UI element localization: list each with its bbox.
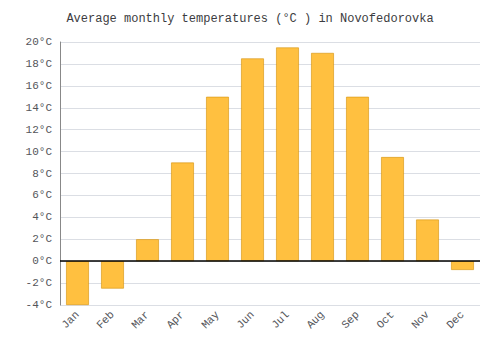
svg-text:0°C: 0°C <box>32 255 52 267</box>
svg-text:Nov: Nov <box>409 308 432 331</box>
svg-text:6°C: 6°C <box>32 189 52 201</box>
svg-text:-4°C: -4°C <box>26 299 53 311</box>
svg-text:10°C: 10°C <box>26 146 53 158</box>
svg-text:Oct: Oct <box>374 309 396 331</box>
svg-text:Jul: Jul <box>269 309 291 331</box>
svg-text:8°C: 8°C <box>32 168 52 180</box>
svg-text:4°C: 4°C <box>32 211 52 223</box>
svg-text:16°C: 16°C <box>26 80 53 92</box>
svg-text:Apr: Apr <box>164 309 186 331</box>
svg-text:Dec: Dec <box>444 309 466 331</box>
svg-text:-2°C: -2°C <box>26 277 53 289</box>
svg-text:May: May <box>199 308 222 331</box>
svg-text:18°C: 18°C <box>26 58 53 70</box>
svg-text:12°C: 12°C <box>26 124 53 136</box>
svg-text:Jan: Jan <box>59 309 81 331</box>
svg-text:2°C: 2°C <box>32 233 52 245</box>
svg-text:Feb: Feb <box>94 309 116 331</box>
svg-text:Jun: Jun <box>234 309 256 331</box>
svg-text:14°C: 14°C <box>26 102 53 114</box>
svg-text:Aug: Aug <box>304 309 326 331</box>
svg-text:Mar: Mar <box>129 309 151 331</box>
svg-text:20°C: 20°C <box>26 36 53 48</box>
svg-text:Sep: Sep <box>339 309 361 331</box>
svg-text:Average monthly temperatures (: Average monthly temperatures (°C ) in No… <box>66 12 433 26</box>
